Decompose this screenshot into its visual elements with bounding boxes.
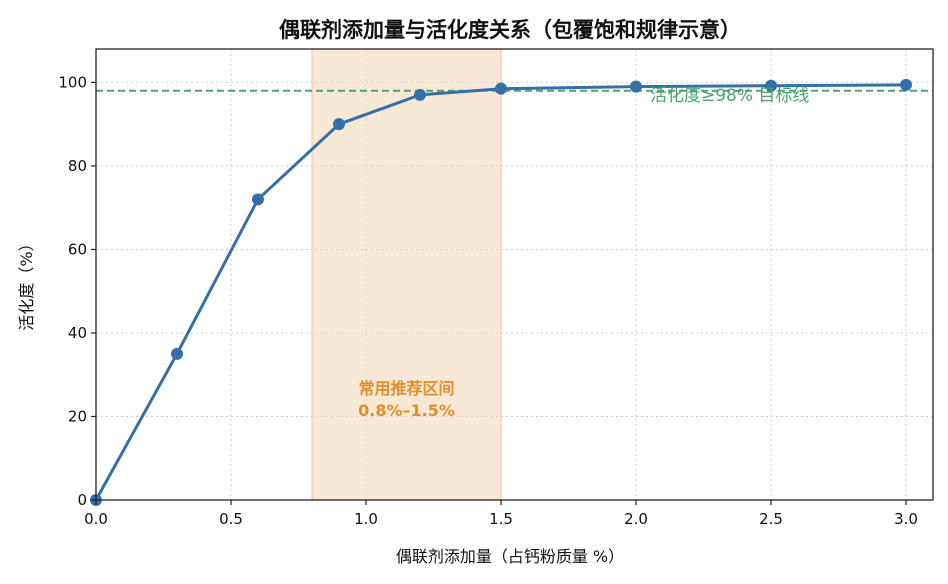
chart-title: 偶联剂添加量与活化度关系（包覆饱和规律示意） xyxy=(279,18,741,42)
y-axis-label: 活化度（%） xyxy=(17,235,36,330)
target-line-label: 活化度≥98% 目标线 xyxy=(650,86,809,106)
y-tick-label: 40 xyxy=(68,324,87,342)
x-tick-label: 1.5 xyxy=(489,510,513,528)
recommended-band-layer xyxy=(311,49,502,500)
data-point xyxy=(252,193,264,206)
x-tick-label: 2.5 xyxy=(759,510,783,528)
data-point xyxy=(495,82,507,95)
band-label-line1: 常用推荐区间 xyxy=(358,379,454,398)
grid-layer xyxy=(95,49,933,501)
x-tick-label: 3.0 xyxy=(894,510,918,528)
data-point xyxy=(900,78,912,91)
y-tick-label: 100 xyxy=(58,73,87,91)
y-tick-label: 60 xyxy=(68,240,87,258)
series-layer xyxy=(90,78,912,506)
recommended-band xyxy=(312,49,501,500)
x-tick-label: 0.5 xyxy=(219,510,243,528)
x-axis-label: 偶联剂添加量（占钙粉质量 %） xyxy=(396,547,624,566)
x-tick-label: 0.0 xyxy=(84,510,108,528)
band-label-line2: 0.8%–1.5% xyxy=(358,401,455,420)
data-point xyxy=(765,79,777,92)
data-point xyxy=(333,118,345,131)
plot-frame xyxy=(95,48,934,501)
data-point xyxy=(171,347,183,360)
y-tick-label: 0 xyxy=(77,491,87,509)
tick-layer: 0.0 0.5 1.0 1.5 2.0 2.5 3.0 0 20 40 60 80 100 xyxy=(58,73,918,528)
x-tick-label: 2.0 xyxy=(624,510,648,528)
x-tick-label: 1.0 xyxy=(354,510,378,528)
data-point xyxy=(630,80,642,93)
y-tick-label: 20 xyxy=(68,407,87,425)
data-point xyxy=(414,88,426,101)
y-tick-label: 80 xyxy=(68,157,87,175)
